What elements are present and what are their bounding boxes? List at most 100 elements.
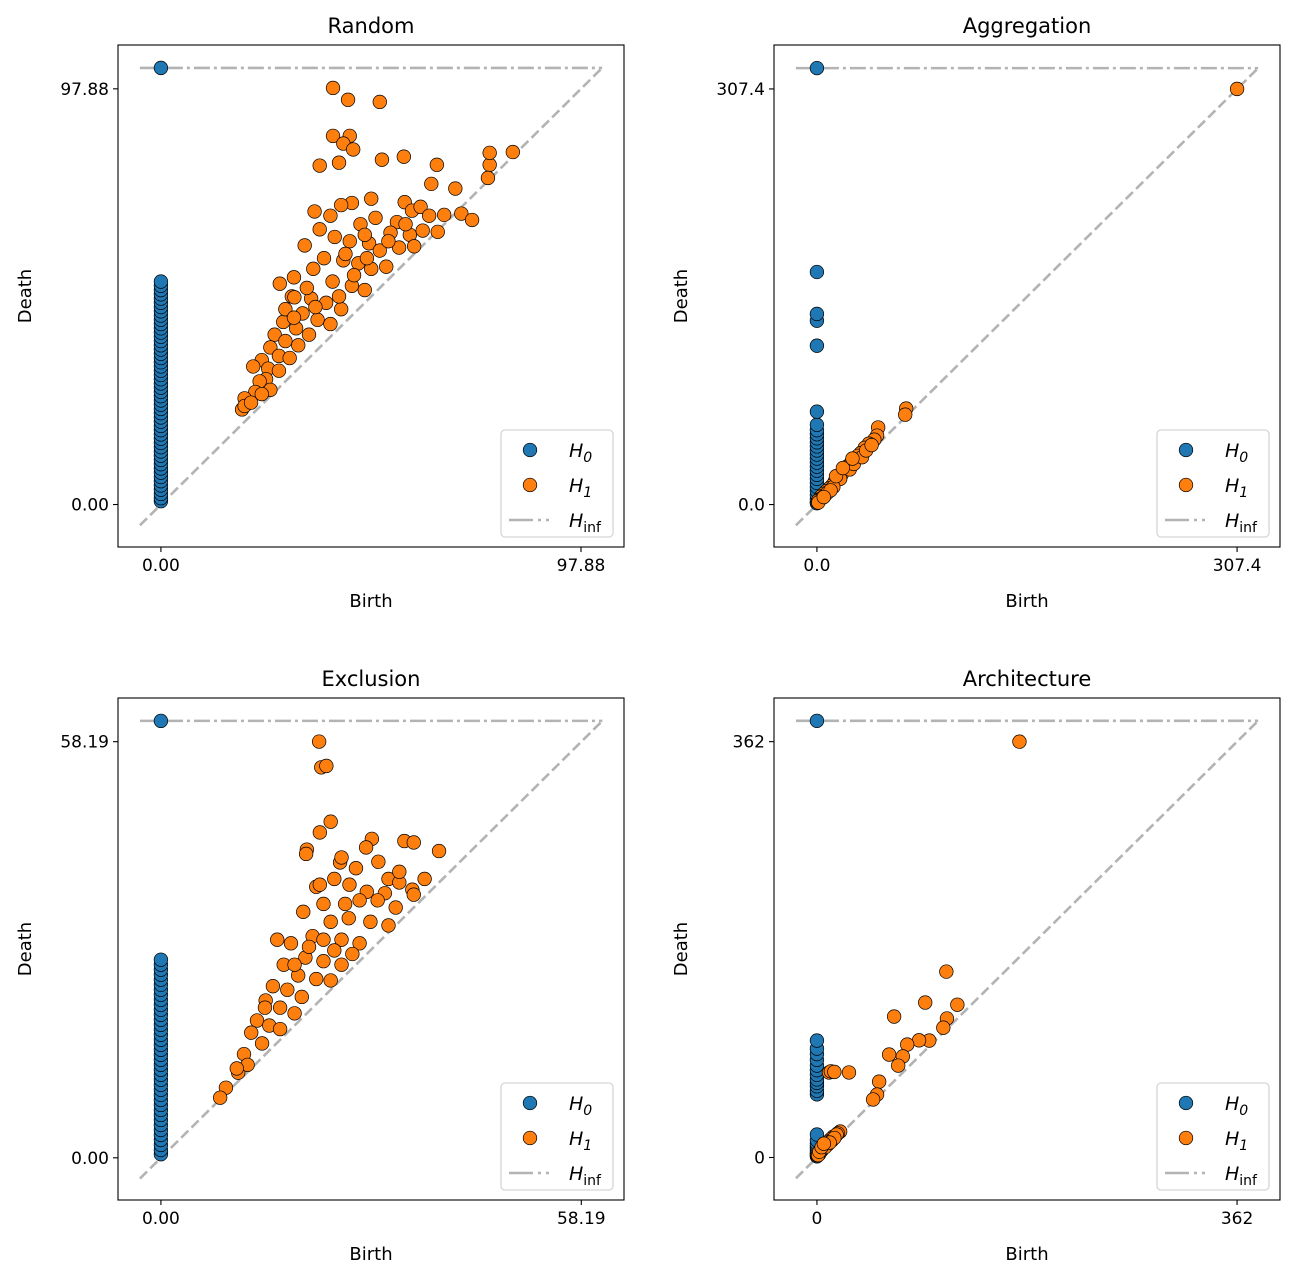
- h1-point: [372, 243, 387, 258]
- y-axis-label: Death: [15, 922, 36, 976]
- h1-point: [359, 251, 375, 266]
- legend-label-subscript: 1: [583, 1138, 592, 1154]
- h1-point: [891, 1058, 906, 1073]
- h1-point: [448, 181, 463, 196]
- h1-point: [286, 310, 302, 325]
- x-axis-label: Birth: [349, 1244, 392, 1265]
- h1-point: [270, 932, 285, 947]
- h1-point: [381, 918, 396, 933]
- h1-point: [345, 946, 360, 962]
- legend-h0-marker-icon: [522, 442, 538, 458]
- h1-point: [334, 957, 349, 972]
- h1-point: [301, 939, 317, 955]
- h1-point: [325, 128, 341, 144]
- h1-point: [374, 152, 390, 167]
- h1-point: [213, 1090, 228, 1105]
- x-axis-label: Birth: [1005, 591, 1048, 612]
- legend-label-symbol: H: [569, 1163, 583, 1185]
- x-tick-label: 0.00: [142, 1209, 180, 1229]
- x-tick-label: 58.19: [557, 1209, 606, 1229]
- h1-point: [312, 158, 327, 173]
- legend-label: H1: [569, 1128, 592, 1154]
- legend-label-symbol: H: [569, 475, 583, 497]
- h1-point: [341, 911, 356, 926]
- h1-point: [340, 92, 356, 107]
- h0-point: [153, 274, 169, 289]
- h1-point: [267, 327, 282, 342]
- h1-point: [244, 1025, 259, 1040]
- h1-point: [417, 871, 432, 887]
- h1-point: [337, 896, 353, 912]
- x-tick-label: 0.0: [803, 556, 830, 576]
- h1-point: [334, 197, 349, 213]
- h1-point: [505, 144, 520, 160]
- h1-point: [381, 234, 396, 249]
- subplot-aggregation: 0.0 307.40.0307.4AggregationBirthDeathH0H…: [671, 14, 1281, 612]
- y-tick-label: 58.19: [60, 733, 109, 753]
- h1-point: [316, 954, 331, 969]
- x-tick-label: 0.00: [142, 556, 180, 576]
- h1-point: [287, 290, 302, 305]
- h1-point: [263, 340, 278, 355]
- h0-infinite-point: [153, 713, 169, 729]
- legend-label: H0: [1225, 440, 1248, 466]
- h1-point: [364, 191, 379, 206]
- h1-point: [352, 936, 367, 951]
- h1-point: [272, 276, 287, 291]
- subplot-exclusion: 0.00 58.190.0058.19ExclusionBirthDeathH0H…: [15, 667, 625, 1265]
- h1-point: [1229, 81, 1245, 97]
- legend-label-subscript: 1: [1239, 1138, 1248, 1154]
- h1-point: [454, 206, 469, 221]
- h1-point: [323, 814, 338, 829]
- h1-point: [841, 1065, 857, 1080]
- h1-point: [338, 246, 353, 262]
- legend-label: H0: [1225, 1093, 1248, 1119]
- h1-point: [254, 1036, 270, 1051]
- x-tick-label: 97.88: [557, 556, 606, 576]
- legend-h0-marker-icon: [1178, 442, 1194, 458]
- h1-point: [278, 333, 293, 349]
- y-tick-label: 362: [733, 733, 765, 753]
- legend-label: H1: [569, 475, 592, 501]
- h1-point: [272, 1021, 288, 1037]
- h1-point: [287, 1006, 302, 1021]
- x-axis-label: Birth: [1005, 1244, 1048, 1265]
- h1-point: [406, 239, 422, 254]
- h1-point: [864, 437, 879, 453]
- plot-area: [795, 713, 1259, 1180]
- axes-frame: [117, 44, 625, 548]
- h1-point: [429, 157, 445, 172]
- h1-point: [918, 995, 933, 1010]
- legend-label-symbol: H: [1225, 510, 1239, 532]
- legend-h1-marker-icon: [1178, 1130, 1194, 1146]
- h0-point: [809, 264, 825, 280]
- h1-point: [246, 359, 261, 374]
- legend-label-symbol: H: [1225, 440, 1239, 462]
- h1-point: [316, 896, 331, 912]
- h1-point: [299, 280, 314, 296]
- h1-point: [424, 176, 439, 192]
- h1-point: [334, 302, 349, 317]
- h0-point: [809, 1033, 825, 1048]
- h1-point: [398, 217, 413, 232]
- h1-point: [368, 210, 383, 226]
- plot-area: [139, 713, 604, 1180]
- h1-point: [312, 877, 328, 892]
- h1-point: [280, 982, 295, 997]
- h1-point: [323, 316, 338, 332]
- h1-point: [291, 338, 306, 353]
- legend-label-subscript: 1: [1239, 485, 1248, 501]
- legend-label-symbol: H: [1225, 1128, 1239, 1150]
- subplot-random: 0.00 97.880.0097.88RandomBirthDeathH0H1Hi…: [15, 14, 625, 612]
- plot-area: [794, 60, 1260, 527]
- h0-point: [809, 417, 825, 432]
- h1-point: [827, 1064, 842, 1080]
- y-axis-label: Death: [15, 269, 36, 323]
- h1-point: [283, 936, 299, 951]
- legend-label-subscript: 0: [1239, 1103, 1248, 1119]
